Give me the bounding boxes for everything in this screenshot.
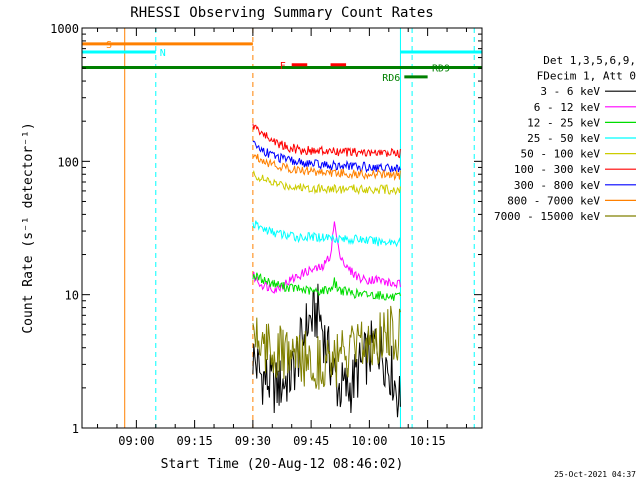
flag-label: RD6 xyxy=(382,73,400,84)
series-line xyxy=(252,283,401,418)
x-tick-label: 09:45 xyxy=(293,434,329,448)
y-tick-label: 1000 xyxy=(50,22,79,36)
series-line xyxy=(252,221,401,294)
x-tick-label: 10:15 xyxy=(410,434,446,448)
x-tick-label: 10:00 xyxy=(351,434,387,448)
legend-entry: 7000 - 15000 keV xyxy=(494,210,600,223)
state-flags: S N F RD9 RD6 xyxy=(82,40,482,84)
plot-frame xyxy=(81,27,483,429)
series-line xyxy=(252,123,401,159)
timestamp: 25-Oct-2021 04:37 xyxy=(554,470,636,479)
flag-label: RD9 xyxy=(432,64,450,75)
legend-entry: 300 - 800 keV xyxy=(514,179,600,192)
y-tick-label: 100 xyxy=(57,155,79,169)
x-tick-label: 09:00 xyxy=(118,434,154,448)
x-axis-label: Start Time (20-Aug-12 08:46:02) xyxy=(161,457,404,472)
legend-header: FDecim 1, Att 0 xyxy=(537,70,636,83)
series-line xyxy=(252,272,401,301)
x-tick-label: 09:15 xyxy=(177,434,213,448)
series-line xyxy=(252,153,401,181)
legend: Det 1,3,5,6,9, FDecim 1, Att 0 3 - 6 keV 6 … xyxy=(494,54,636,223)
legend-entry: 800 - 7000 keV xyxy=(507,194,600,207)
legend-entry: 100 - 300 keV xyxy=(514,163,600,176)
flag-label: S xyxy=(106,40,112,51)
chart-title: RHESSI Observing Summary Count Rates xyxy=(130,5,433,21)
flag-label: F xyxy=(280,61,286,72)
y-tick-label: 1 xyxy=(72,422,79,436)
legend-entry: 3 - 6 keV xyxy=(540,85,600,98)
y-axis-label: Count Rate (s⁻¹ detector⁻¹) xyxy=(21,122,36,333)
axis-ticks: 1 10 100 1000 09:00 09:15 09:30 09:45 10:00 10:15 xyxy=(50,22,482,448)
legend-entry: 6 - 12 keV xyxy=(534,101,601,114)
series-line xyxy=(252,220,401,248)
legend-entry: 25 - 50 keV xyxy=(527,132,600,145)
legend-header: Det 1,3,5,6,9, xyxy=(543,54,636,67)
vertical-markers xyxy=(124,28,475,428)
x-tick-label: 09:30 xyxy=(235,434,271,448)
series-lines xyxy=(252,123,401,418)
y-tick-label: 10 xyxy=(65,289,79,303)
series-line xyxy=(252,140,401,174)
legend-entry: 12 - 25 keV xyxy=(527,116,600,129)
series-line xyxy=(252,305,401,390)
flag-label: N xyxy=(160,48,166,59)
legend-entry: 50 - 100 keV xyxy=(521,148,601,161)
series-line xyxy=(252,169,401,196)
